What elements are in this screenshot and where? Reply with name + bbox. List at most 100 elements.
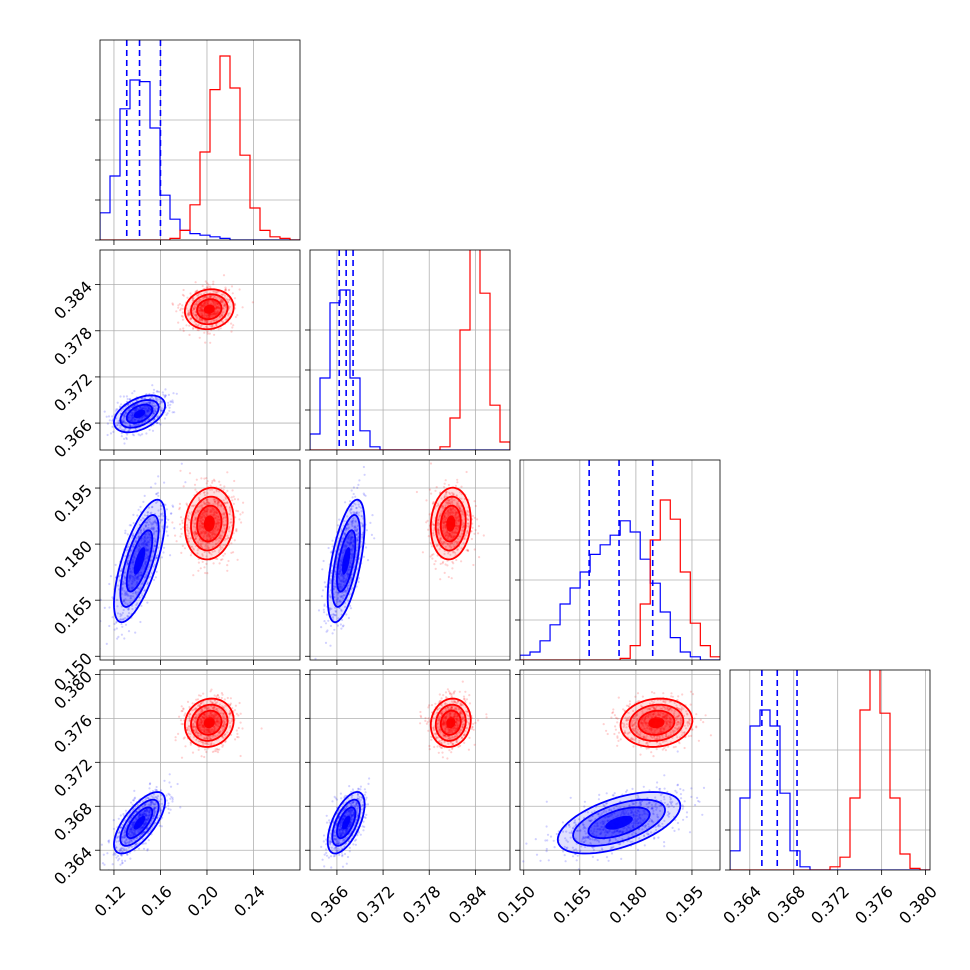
sample-point [202,561,204,563]
sample-point [474,548,476,550]
sample-point [172,392,174,394]
sample-point [325,642,327,644]
sample-point [162,551,164,553]
sample-point [116,408,118,410]
sample-point [209,286,211,288]
sample-point [188,334,190,336]
sample-point [170,796,172,798]
sample-point [460,486,462,488]
sample-point [445,479,447,481]
sample-point [123,438,125,440]
sample-point [144,495,146,497]
sample-point [182,319,184,321]
sample-point [314,658,316,660]
sample-point [186,297,188,299]
sample-point [207,331,209,333]
sample-point [108,606,110,608]
sample-point [218,481,220,483]
sample-point [351,489,353,491]
sample-point [226,570,228,572]
sample-point [182,312,184,314]
sample-point [205,563,207,565]
sample-point [445,563,447,565]
sample-point [183,330,185,332]
sample-point [230,552,232,554]
sample-point [117,859,119,861]
sample-point [371,534,373,536]
sample-point [207,480,209,482]
sample-point [120,623,122,625]
sample-point [200,567,202,569]
sample-point [202,285,204,287]
sample-point [349,500,351,502]
sample-point [120,403,122,405]
sample-point [123,637,125,639]
sample-point [425,521,427,523]
sample-point [155,493,157,495]
sample-point [338,519,340,521]
sample-point [164,388,166,390]
sample-point [184,547,186,549]
sample-point [371,514,373,516]
sample-point [237,498,239,500]
sample-point [323,620,325,622]
sample-point [168,793,170,795]
sample-point [231,499,233,501]
sample-point [203,478,205,480]
sample-point [182,294,184,296]
sample-point [213,479,215,481]
sample-point [179,328,181,330]
sample-point [439,578,441,580]
sample-point [111,415,113,417]
sample-point [165,395,167,397]
sample-point [232,324,234,326]
sample-point [330,625,332,627]
sample-point [230,331,232,333]
sample-point [427,529,429,531]
sample-point [114,629,116,631]
sample-point [358,479,360,481]
sample-point [143,848,145,850]
sample-point [111,426,113,428]
sample-point [444,483,446,485]
sample-point [223,485,225,487]
sample-point [161,556,163,558]
sample-point [344,501,346,503]
sample-point [126,438,128,440]
sample-point [128,630,130,632]
sample-point [353,493,355,495]
sample-point [348,617,350,619]
sample-point [177,322,179,324]
y-tick-label: 0.384 [50,277,96,323]
sample-point [373,537,375,539]
sample-point [203,332,205,334]
sample-point [142,501,144,503]
sample-point [138,509,140,511]
sample-point [478,556,480,558]
sample-point [428,535,430,537]
sample-point [113,828,115,830]
sample-point [154,483,156,485]
sample-point [216,558,218,560]
sample-point [139,621,141,623]
sample-point [434,490,436,492]
sample-point [179,523,181,525]
sample-point [342,625,344,627]
sample-point [165,530,167,532]
sample-point [107,434,109,436]
sample-point [466,471,468,473]
sample-point [168,394,170,396]
sample-point [436,486,438,488]
sample-point [168,410,170,412]
sample-point [422,551,424,553]
sample-point [108,625,110,627]
sample-point [174,535,176,537]
sample-point [156,786,158,788]
sample-point [444,572,446,574]
sample-point [233,480,235,482]
sample-point [120,814,122,816]
sample-point [116,627,118,629]
sample-point [331,540,333,542]
sample-point [189,292,191,294]
sample-point [131,392,133,394]
